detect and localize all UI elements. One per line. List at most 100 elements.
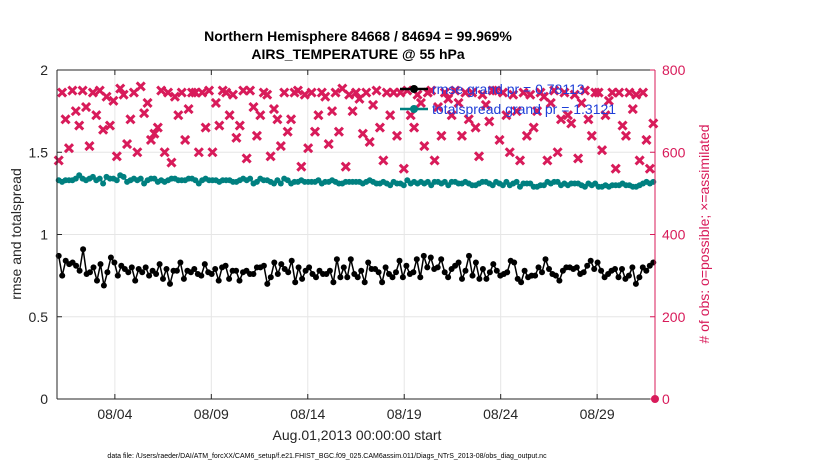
obs-count-marker xyxy=(91,110,102,121)
obs-count-marker xyxy=(60,114,71,125)
rmse-point xyxy=(598,267,605,274)
rmse-point xyxy=(403,262,410,269)
rmse-point xyxy=(459,275,465,282)
chart-subtitle: AIRS_TEMPERATURE @ 55 hPa xyxy=(251,46,465,62)
obs-count-marker xyxy=(350,87,362,98)
obs-count-marker xyxy=(296,161,307,172)
obs-count-marker xyxy=(176,87,187,98)
obs-count-marker xyxy=(333,126,344,137)
obs-count-marker xyxy=(149,128,160,139)
obs-count-marker xyxy=(443,93,454,104)
rmse-point xyxy=(125,269,132,276)
obs-count-marker xyxy=(121,138,133,150)
rmse-point xyxy=(466,252,472,259)
obs-count-marker xyxy=(368,99,379,111)
obs-count-marker xyxy=(549,85,560,96)
obs-count-marker xyxy=(166,157,177,168)
legend-rmse-label: rmse grand pr = 0.78113 xyxy=(432,81,585,97)
rmse-point xyxy=(479,266,486,272)
rmse-point xyxy=(413,256,420,263)
obs-count-marker xyxy=(497,87,508,98)
obs-count-marker xyxy=(98,124,109,135)
x-tick-label: 08/09 xyxy=(194,406,229,422)
obs-count-marker xyxy=(340,161,351,172)
legend: rmse grand pr = 0.78113 totalspread gran… xyxy=(400,81,616,117)
obs-count-marker xyxy=(111,151,122,162)
obs-count-marker xyxy=(617,120,628,131)
rmse-point xyxy=(295,264,302,271)
obs-count-marker xyxy=(644,163,655,174)
rmse-point xyxy=(226,275,233,282)
obs-count-marker xyxy=(614,87,625,98)
rmse-point xyxy=(629,264,636,271)
left-y-tick-label: 0 xyxy=(40,391,48,407)
obs-count-marker xyxy=(224,110,235,121)
rmse-point xyxy=(379,279,386,286)
rmse-point xyxy=(580,269,587,276)
obs-count-marker xyxy=(648,118,659,129)
x-tick-label: 08/14 xyxy=(290,406,325,422)
rmse-point xyxy=(260,262,267,269)
obs-count-marker xyxy=(279,87,290,98)
totalspread-point xyxy=(100,180,107,187)
rmse-point xyxy=(573,264,580,271)
obs-count-marker xyxy=(542,155,553,166)
obs-count-marker xyxy=(409,122,420,133)
obs-count-marker xyxy=(309,126,321,137)
obs-count-marker xyxy=(282,126,293,137)
obs-count-marker xyxy=(251,130,262,141)
obs-count-marker xyxy=(275,141,286,152)
obs-count-marker xyxy=(586,130,597,141)
rmse-point xyxy=(486,269,493,276)
obs-count-marker xyxy=(57,87,68,98)
obs-count-marker xyxy=(104,120,116,131)
left-y-tick-label: 0.5 xyxy=(29,309,49,325)
rmse-point xyxy=(299,275,306,282)
rmse-point xyxy=(417,274,424,281)
obs-count-marker xyxy=(480,99,491,111)
rmse-point xyxy=(233,267,240,274)
obs-count-marker xyxy=(583,114,594,125)
rmse-point xyxy=(180,275,187,282)
rmse-point xyxy=(285,269,292,276)
left-y-axis-ticks: 0 0.5 1 1.5 2 xyxy=(29,62,62,407)
obs-count-marker xyxy=(197,87,208,98)
rmse-point xyxy=(128,264,135,271)
right-y-tick-label: 0 xyxy=(662,391,670,407)
obs-count-marker xyxy=(67,85,78,96)
obs-count-marker xyxy=(463,114,474,125)
rmse-point xyxy=(521,267,528,274)
obs-count-marker xyxy=(327,106,338,117)
rmse-point xyxy=(396,257,403,264)
totalspread-point xyxy=(400,182,407,189)
chart-title: Northern Hemisphere 84668 / 84694 = 99.9… xyxy=(204,28,512,44)
rmse-point xyxy=(313,274,319,281)
left-y-tick-label: 1.5 xyxy=(29,144,49,160)
obs-count-marker xyxy=(245,85,256,96)
obs-count-marker xyxy=(74,120,85,131)
obs-count-marker xyxy=(299,89,310,100)
obs-count-marker xyxy=(227,89,239,100)
obs-count-marker xyxy=(391,130,403,141)
rmse-point xyxy=(326,267,333,274)
totalspread-series xyxy=(55,172,657,190)
obs-count-marker xyxy=(313,110,324,121)
obs-count-marker xyxy=(600,110,611,121)
rmse-point xyxy=(643,267,650,274)
rmse-point xyxy=(504,269,511,276)
rmse-point xyxy=(612,266,618,272)
rmse-point xyxy=(619,266,625,272)
x-tick-label: 08/29 xyxy=(580,406,615,422)
obs-count-marker xyxy=(169,91,180,102)
rmse-point xyxy=(90,264,97,271)
rmse-point xyxy=(546,266,552,272)
rmse-point xyxy=(198,272,205,279)
obs-count-marker xyxy=(255,110,266,121)
rmse-point xyxy=(556,277,563,284)
rmse-point xyxy=(274,271,281,277)
rmse-point xyxy=(518,279,525,286)
rmse-point xyxy=(94,277,100,284)
rmse-point xyxy=(132,277,139,284)
rmse-point xyxy=(73,262,80,269)
rmse-point xyxy=(365,259,372,266)
